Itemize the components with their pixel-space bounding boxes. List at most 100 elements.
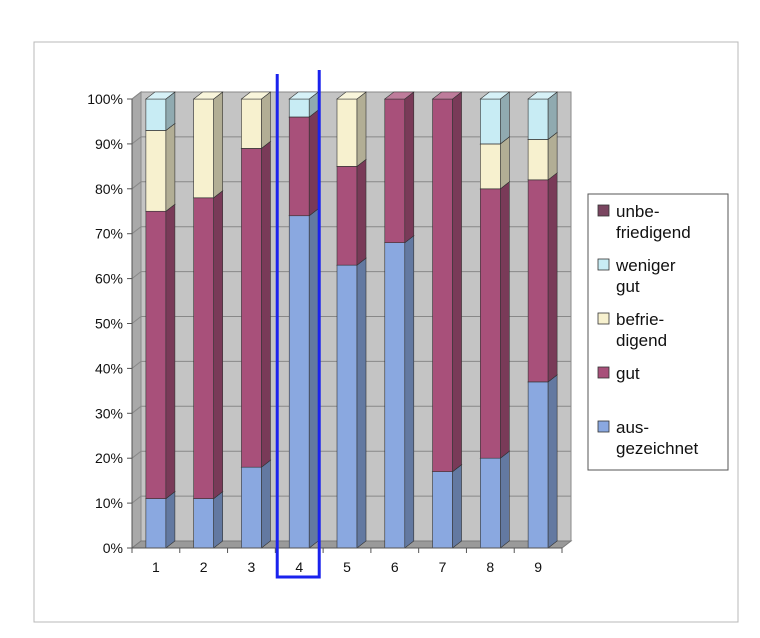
bar-segment-top <box>431 91 463 100</box>
bar-segment-top <box>527 91 558 100</box>
bar-segment-front <box>145 210 167 499</box>
bar-segment-front <box>527 98 549 140</box>
bar-segment <box>240 459 272 549</box>
highlight-box <box>275 70 321 579</box>
y-axis: 0% 10% 20% 30% 40% 50% 60% 70% 80% 90% 100% <box>87 91 133 556</box>
legend-swatch <box>597 366 610 379</box>
legend: unbe-friedigend weniger gut befrie-digend gu… <box>587 193 729 471</box>
bars <box>145 91 558 549</box>
bar-segment-side <box>404 235 415 549</box>
bar-segment <box>192 490 224 549</box>
bar-segment-front <box>288 116 310 217</box>
legend-item: weniger gut <box>597 256 676 296</box>
bar-segment <box>336 257 367 549</box>
bar-segment-side <box>500 136 510 190</box>
y-tick-label: 40% <box>95 360 123 376</box>
y-tick-label: 90% <box>95 136 123 152</box>
legend-swatch <box>597 258 610 271</box>
y-tick-label: 20% <box>95 450 123 466</box>
bar-segment-front <box>480 457 501 549</box>
bar-segment-top <box>336 91 367 100</box>
bar-segment-front <box>288 215 310 549</box>
bar-segment-front <box>527 139 549 181</box>
bar-segment <box>431 91 463 473</box>
bar-segment-side <box>356 158 367 266</box>
legend-item: unbe-friedigend <box>597 202 691 242</box>
gridline <box>131 405 571 414</box>
x-tick-label: 6 <box>391 559 399 575</box>
bar-segment <box>479 91 511 145</box>
bar-segment <box>288 109 320 217</box>
bar-segment-front <box>384 98 406 243</box>
bar-segment <box>288 91 320 118</box>
bar-segment-top <box>240 91 272 100</box>
bar-segment <box>527 374 558 549</box>
gridline <box>131 136 571 145</box>
legend-swatch <box>597 204 610 217</box>
x-tick-label: 4 <box>295 559 303 575</box>
x-tick-label: 5 <box>343 559 351 575</box>
bar-segment-side <box>452 91 462 473</box>
bar-segment-side <box>500 450 510 549</box>
legend-label: gut <box>616 364 640 383</box>
bar-segment <box>288 208 320 549</box>
gridline <box>131 271 571 279</box>
bar-segment-front <box>480 98 501 145</box>
x-tick-label: 2 <box>200 559 208 575</box>
y-tick-label: 70% <box>95 226 123 242</box>
bar-segment <box>145 122 176 212</box>
bar-segment-front <box>145 498 167 549</box>
bar-segment-top <box>192 91 224 100</box>
bar-segment-top <box>145 91 176 100</box>
y-tick-label: 50% <box>95 316 123 332</box>
y-tick-label: 10% <box>95 495 123 511</box>
gridline <box>131 226 571 235</box>
bar-segment-front <box>432 471 453 549</box>
legend-label: weniger gut <box>615 256 676 296</box>
bar-segment-side <box>261 91 271 150</box>
bar-segment-front <box>241 466 262 549</box>
bar-segment-side <box>213 190 223 500</box>
bar-segment-front <box>336 264 358 549</box>
y-tick-label: 100% <box>87 91 123 107</box>
gridline <box>131 495 571 504</box>
bar-segment-side <box>165 490 176 549</box>
bar-segment-front <box>527 381 549 549</box>
bar-segment-side <box>404 91 415 244</box>
x-tick-label: 3 <box>248 559 256 575</box>
gridline <box>131 181 571 190</box>
bar-segment-side <box>356 257 367 549</box>
bar-segment-front <box>480 188 501 459</box>
bar-segment-front <box>193 498 214 549</box>
bar-segment <box>383 91 415 244</box>
legend-label: unbe-friedigend <box>616 202 691 242</box>
bar-segment <box>240 140 272 468</box>
bar-segment <box>145 203 176 500</box>
bar-segment-side <box>213 490 223 549</box>
bar-segment-front <box>193 197 214 499</box>
bar-segment-front <box>480 143 501 190</box>
bar-segment-front <box>384 242 406 549</box>
legend-item: gut <box>597 364 640 383</box>
bar-segment <box>431 464 463 549</box>
bar-segment-top <box>383 91 415 100</box>
bar-segment <box>336 91 367 167</box>
legend-label: befrie-digend <box>616 310 667 350</box>
legend-label: aus-gezeichnet <box>616 418 699 458</box>
bar-segment <box>192 91 224 199</box>
bar-segment-side <box>261 140 271 468</box>
highlight-outline <box>275 70 321 579</box>
bar-segment-top <box>479 91 511 100</box>
y-tick-label: 80% <box>95 181 123 197</box>
bar-segment-side <box>308 208 319 549</box>
bar-segment-front <box>145 130 167 212</box>
bar-segment <box>145 490 176 549</box>
bar-segment <box>383 235 415 549</box>
y-tick-label: 60% <box>95 271 123 287</box>
bar-segment <box>336 158 367 266</box>
bar-segment-front <box>193 98 214 199</box>
bar-segment-side <box>547 131 558 181</box>
bar-segment-side <box>165 203 176 500</box>
